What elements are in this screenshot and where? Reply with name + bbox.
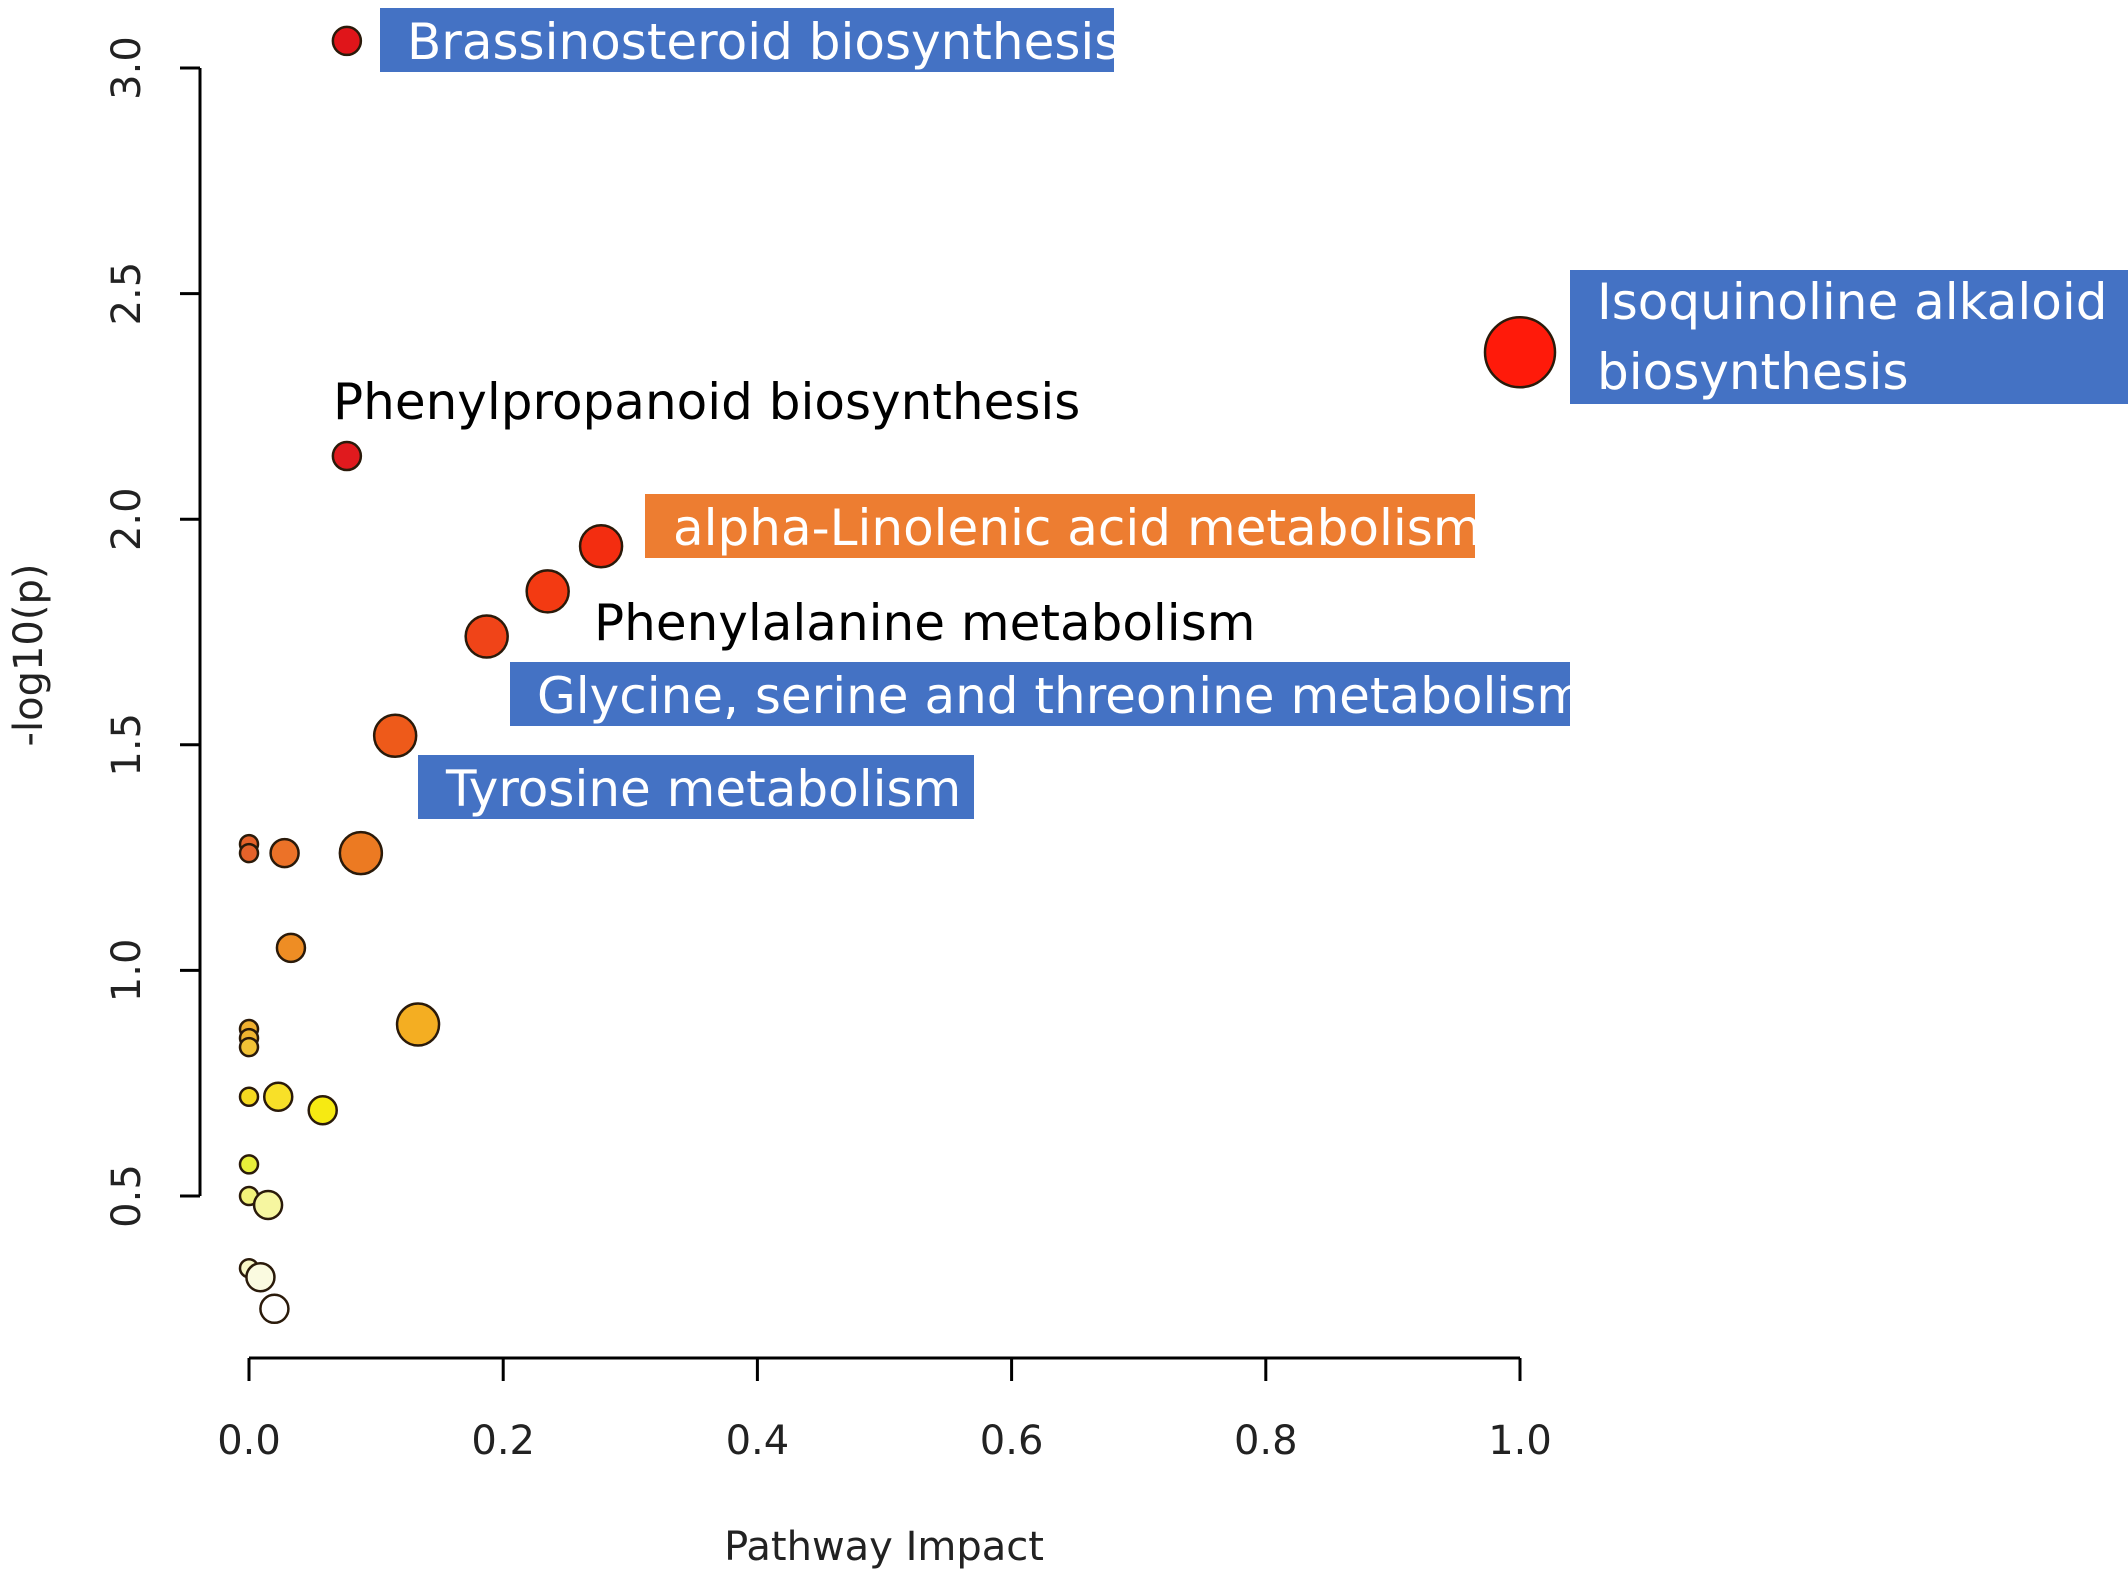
y-ticks: 0.5 1.0 1.5 2.0 2.5 3.0 <box>104 36 200 1228</box>
x-tick-label: 1.0 <box>1488 1418 1552 1464</box>
x-axis-title: Pathway Impact <box>724 1524 1044 1570</box>
y-tick-label: 1.5 <box>104 713 150 777</box>
data-point <box>578 524 624 569</box>
data-point <box>464 614 509 659</box>
data-point <box>395 1002 441 1047</box>
y-tick-label: 1.0 <box>104 939 150 1003</box>
annotation-label: Phenylpropanoid biosynthesis <box>333 373 1080 431</box>
data-point <box>269 837 300 869</box>
pathway-annotation: Brassinosteroid biosynthesis <box>380 8 1120 72</box>
annotation-box <box>380 8 1114 72</box>
pathway-annotation: Glycine, serine and threonine metabolism <box>510 662 1585 726</box>
data-point <box>525 569 570 614</box>
data-point <box>262 1081 294 1112</box>
x-tick-label: 0.4 <box>726 1418 790 1464</box>
y-tick-label: 2.0 <box>104 487 150 551</box>
pathway-annotation: Isoquinoline alkaloid biosynthesis <box>1570 270 2128 404</box>
x-tick-label: 0.6 <box>980 1418 1044 1464</box>
y-tick-label: 2.5 <box>104 262 150 326</box>
annotations: Brassinosteroid biosynthesis Isoquinoline… <box>333 8 2128 819</box>
y-tick-label: 3.0 <box>104 36 150 100</box>
data-point <box>245 1261 276 1293</box>
y-axis: 0.5 1.0 1.5 2.0 2.5 3.0 -log10(p) <box>6 36 202 1228</box>
pathway-annotation: Phenylalanine metabolism <box>594 594 1255 652</box>
y-axis-title: -log10(p) <box>6 564 52 747</box>
y-tick-label: 0.5 <box>104 1164 150 1228</box>
pathway-annotation: Phenylpropanoid biosynthesis <box>333 373 1080 431</box>
x-ticks: 0.0 0.2 0.4 0.6 0.8 1.0 <box>217 1358 1552 1464</box>
data-point <box>338 830 384 876</box>
data-point <box>238 1036 260 1058</box>
data-point <box>252 1189 284 1221</box>
x-tick-label: 0.0 <box>217 1418 281 1464</box>
data-point <box>1483 316 1557 389</box>
annotation-box <box>1570 270 2128 404</box>
annotation-label: Phenylalanine metabolism <box>594 594 1255 652</box>
data-point <box>238 1154 260 1175</box>
x-axis: 0.0 0.2 0.4 0.6 0.8 1.0 Pathway Impact <box>217 1356 1552 1570</box>
annotation-label: biosynthesis <box>1597 343 1909 401</box>
annotation-label: Tyrosine metabolism <box>445 760 961 818</box>
x-tick-label: 0.2 <box>471 1418 535 1464</box>
data-points <box>238 25 1557 1325</box>
annotation-label: Brassinosteroid biosynthesis <box>407 13 1120 71</box>
data-point <box>259 1293 290 1325</box>
annotation-box <box>645 494 1475 558</box>
data-point <box>238 1086 260 1107</box>
pathway-annotation: alpha-Linolenic acid metabolism <box>645 494 1482 558</box>
data-point <box>275 932 307 964</box>
annotation-box <box>510 662 1570 726</box>
annotation-label: Isoquinoline alkaloid <box>1597 273 2107 331</box>
data-point <box>372 713 418 759</box>
data-point <box>307 1095 338 1126</box>
annotation-label: alpha-Linolenic acid metabolism <box>673 499 1482 557</box>
x-tick-label: 0.8 <box>1234 1418 1298 1464</box>
annotation-label: Glycine, serine and threonine metabolism <box>537 667 1585 725</box>
data-point <box>238 842 260 864</box>
data-point <box>331 440 363 472</box>
pathway-annotation: Tyrosine metabolism <box>418 755 974 819</box>
annotation-box <box>418 755 974 819</box>
data-point <box>331 25 363 57</box>
